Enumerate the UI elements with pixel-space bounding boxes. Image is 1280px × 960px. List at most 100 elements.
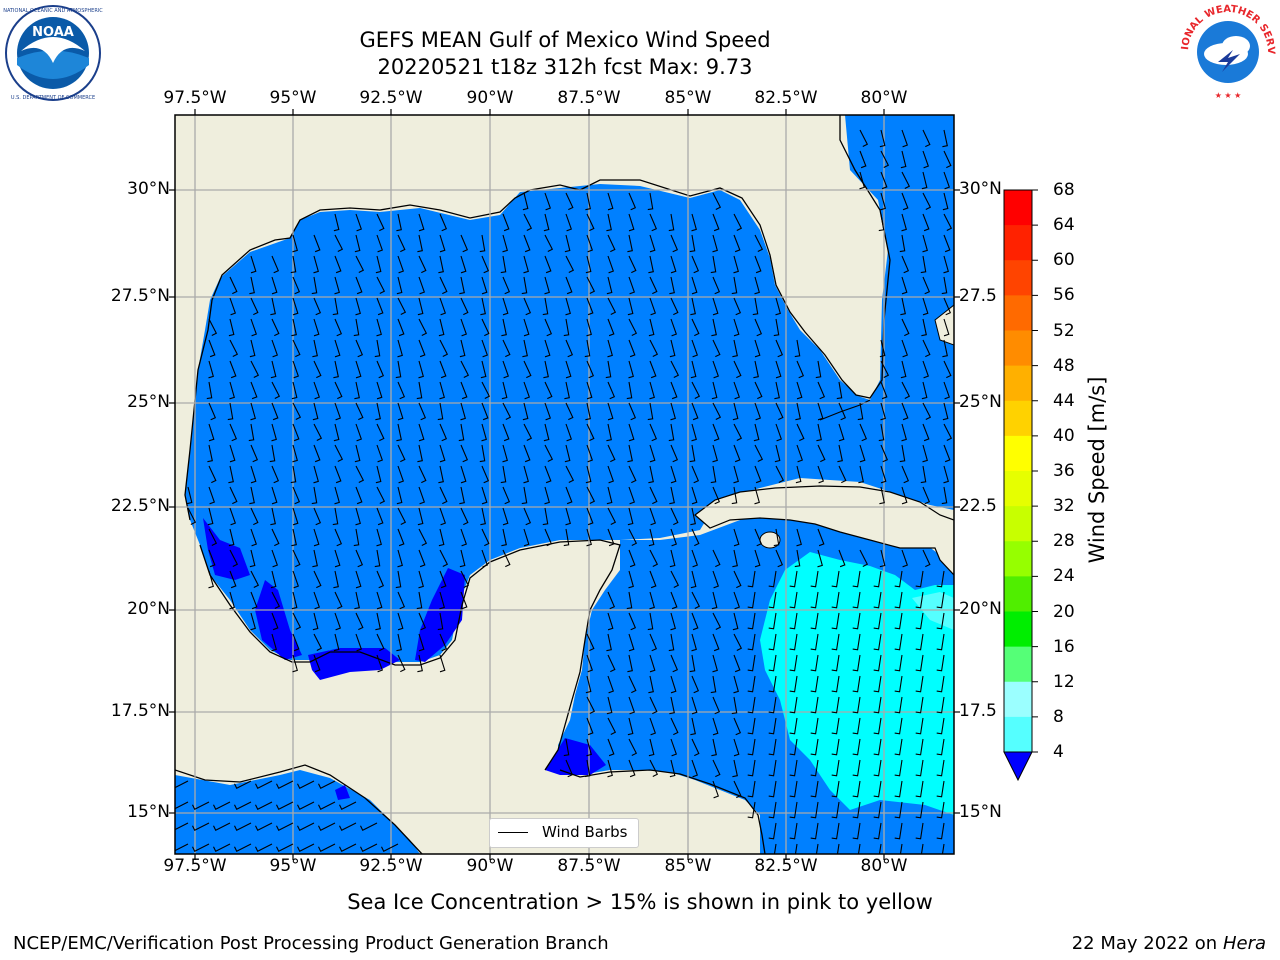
wind-barb: [920, 255, 927, 274]
wind-barb: [292, 402, 302, 420]
wind-barb: [922, 402, 932, 420]
wind-barb: [894, 591, 903, 609]
wind-barb: [501, 528, 507, 547]
wind-barb: [768, 738, 777, 756]
wind-barb: [901, 213, 907, 232]
wind-barb: [438, 528, 445, 547]
wind-barb: [234, 822, 252, 832]
wind-barb: [774, 444, 781, 463]
wind-barb: [565, 402, 574, 421]
wind-barb: [311, 486, 318, 505]
wind-barb: [313, 255, 319, 274]
wind-barb: [523, 423, 533, 441]
wind-barb: [900, 297, 906, 316]
wind-barb: [670, 255, 677, 274]
wind-barb: [607, 297, 617, 315]
wind-barb: [418, 486, 425, 505]
wind-barb: [481, 423, 487, 442]
wind-barb: [565, 192, 574, 211]
wind-barb: [747, 570, 756, 588]
wind-barb: [417, 234, 423, 253]
wind-barb: [810, 570, 819, 588]
wind-barb: [922, 213, 930, 232]
wind-barb: [627, 717, 634, 736]
wind-barb: [915, 675, 924, 693]
wind-barb: [712, 549, 721, 568]
wind-barb: [810, 717, 819, 735]
wind-barb: [691, 633, 697, 652]
wind-barb: [794, 843, 798, 854]
wind-barb: [922, 192, 932, 210]
wind-barb: [229, 507, 236, 526]
colorbar: [1003, 189, 1038, 782]
wind-barb: [208, 318, 218, 336]
lon-label: 95°W: [269, 88, 317, 108]
svg-text:NATIONAL OCEANIC AND ATMOSPHER: NATIONAL OCEANIC AND ATMOSPHERIC: [3, 8, 103, 14]
wind-barb: [894, 717, 903, 735]
wind-barb: [648, 255, 654, 274]
wind-barb: [810, 675, 819, 693]
wind-barb: [775, 297, 781, 316]
wind-barb: [397, 654, 406, 673]
wind-barb: [586, 213, 595, 232]
wind-barb: [628, 675, 637, 694]
wind-barb: [901, 402, 909, 421]
wind-barb: [943, 318, 950, 337]
wind-barb: [376, 486, 386, 504]
wind-barb: [873, 675, 882, 693]
wind-barb: [418, 423, 425, 442]
wind-barb: [607, 717, 617, 735]
wind-barb: [628, 402, 637, 421]
wind-barb: [838, 402, 847, 421]
wind-barb: [628, 738, 638, 756]
wind-barb: [733, 654, 741, 673]
wind-barb: [606, 696, 613, 715]
wind-barb: [831, 759, 840, 777]
wind-barb: [628, 486, 635, 505]
lon-label: 87.5°W: [557, 856, 621, 876]
wind-barb: [313, 234, 321, 253]
wind-barb: [607, 738, 615, 757]
wind-barb: [691, 276, 698, 295]
lon-label: 92.5°W: [359, 856, 423, 876]
wind-barb: [689, 444, 696, 463]
wind-barb: [418, 633, 425, 652]
wind-barb: [754, 444, 764, 462]
wind-barb: [817, 465, 824, 484]
wind-barb: [439, 633, 448, 652]
wind-barb: [859, 150, 867, 169]
wind-barb: [731, 486, 738, 505]
wind-barb: [894, 696, 903, 714]
legend: Wind Barbs: [489, 818, 639, 848]
wind-barb: [255, 801, 273, 811]
colorbar-bin: [1004, 295, 1032, 331]
wind-barb: [606, 276, 613, 295]
wind-barb: [234, 801, 252, 811]
wind-barb: [360, 843, 378, 853]
wind-barb: [733, 234, 741, 253]
wind-barb: [670, 234, 679, 253]
wind-barb: [417, 297, 424, 316]
wind-barb: [355, 360, 362, 379]
wind-barb: [628, 528, 638, 546]
wind-barb: [754, 465, 762, 484]
wind-barb: [544, 339, 551, 358]
wind-barb: [376, 654, 383, 673]
wind-barb: [915, 696, 924, 714]
wind-barb: [523, 444, 531, 463]
wind-barb: [689, 234, 696, 253]
lat-label: 17.5°N: [110, 701, 170, 721]
wind-barb: [192, 822, 210, 832]
wind-barb: [395, 570, 402, 589]
wind-barb: [915, 822, 924, 840]
wind-barb: [439, 486, 448, 505]
wind-barb: [439, 591, 445, 610]
wind-barb: [852, 654, 861, 672]
wind-barb: [880, 465, 887, 484]
wind-barb: [460, 507, 469, 526]
wind-barb: [873, 654, 882, 672]
wind-barb: [943, 150, 952, 169]
wind-barb: [922, 549, 931, 568]
wind-barb: [376, 444, 383, 463]
wind-barb: [941, 486, 948, 505]
